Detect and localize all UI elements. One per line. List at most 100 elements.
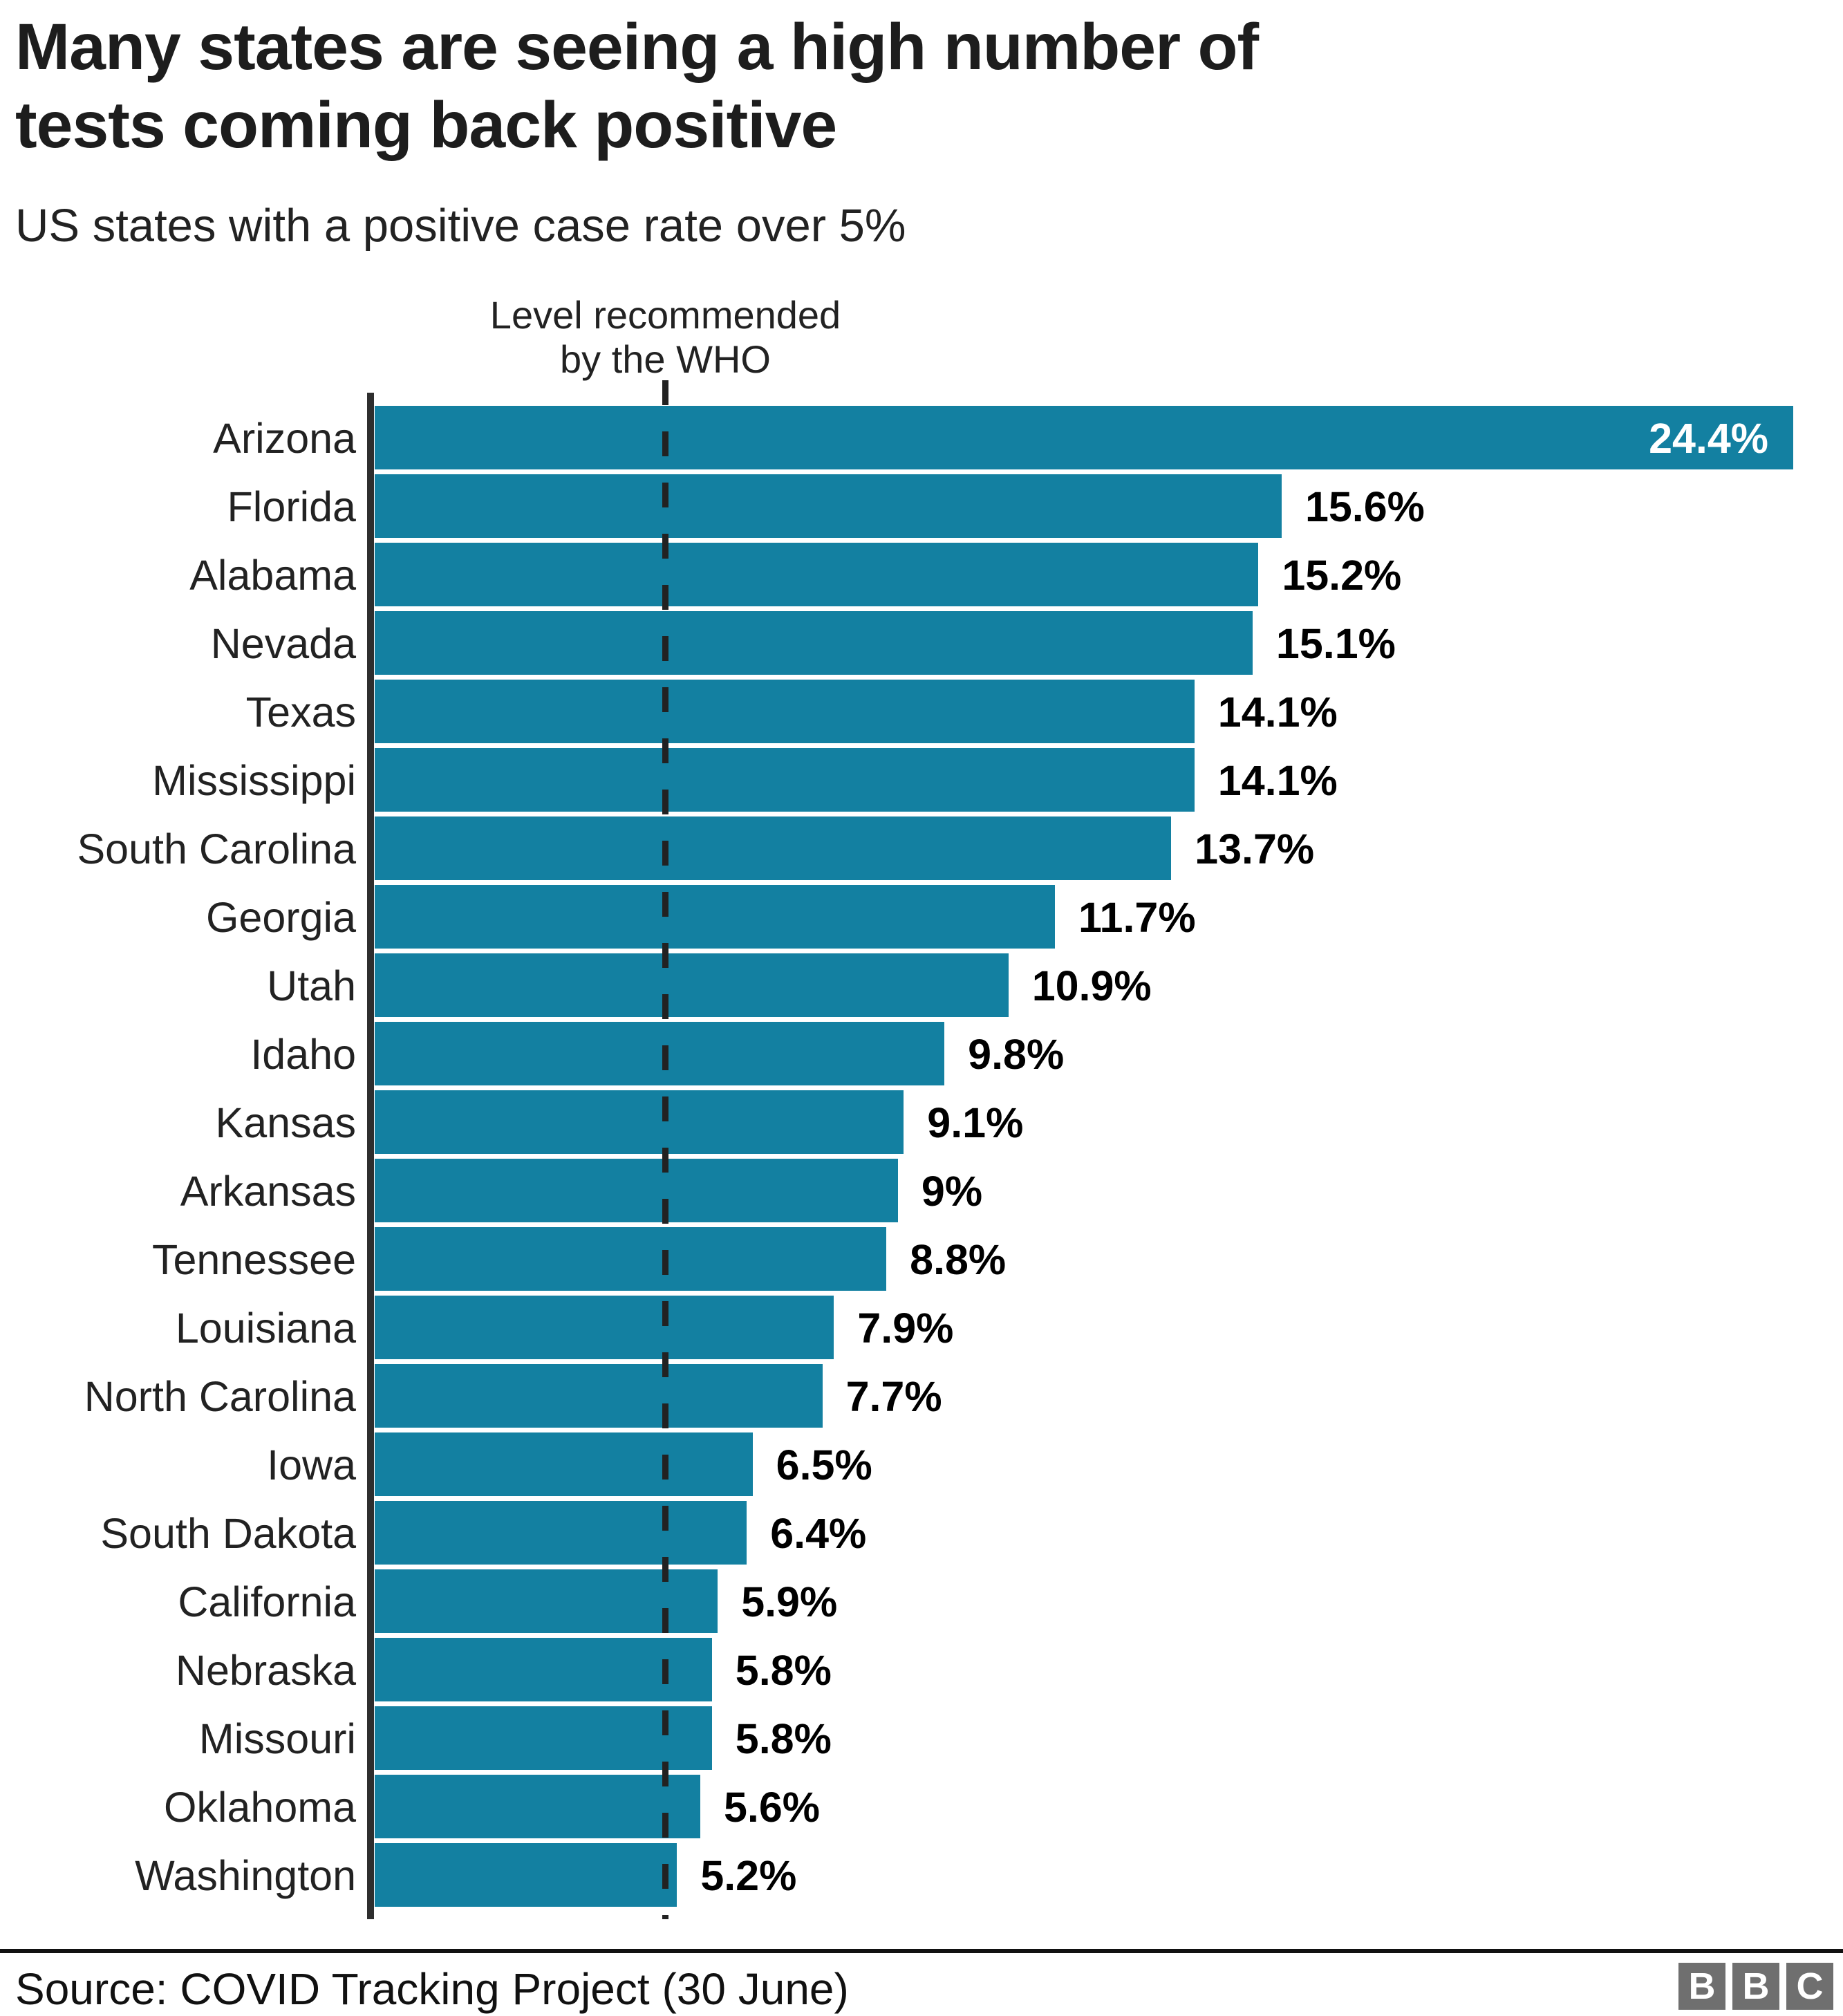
state-label: South Dakota <box>100 1510 356 1557</box>
bar <box>375 1569 718 1633</box>
value-label: 5.9% <box>741 1578 838 1625</box>
bar <box>375 1706 712 1770</box>
value-label: 13.7% <box>1195 825 1315 872</box>
value-label: 24.4% <box>1649 415 1769 462</box>
bar <box>375 1022 945 1085</box>
bbc-logo-letter-b2: B <box>1732 1963 1779 2010</box>
value-label: 7.9% <box>857 1305 954 1352</box>
state-label: Kansas <box>215 1099 356 1146</box>
bar-row: Texas 14.1% <box>0 680 1843 743</box>
value-label: 6.5% <box>776 1441 872 1488</box>
bar <box>375 1090 904 1154</box>
value-label: 15.1% <box>1275 620 1396 667</box>
bar-row: Alabama 15.2% <box>0 543 1843 606</box>
bar <box>375 474 1282 538</box>
bbc-logo-letter-c: C <box>1786 1963 1833 2010</box>
state-label: Nebraska <box>175 1647 356 1694</box>
value-label: 5.2% <box>700 1852 797 1899</box>
page-title: Many states are seeing a high number of … <box>15 8 1785 165</box>
state-label: Washington <box>135 1852 356 1899</box>
value-label: 14.1% <box>1217 757 1338 804</box>
bar-row: Oklahoma 5.6% <box>0 1775 1843 1838</box>
bar-row: Arizona 24.4% <box>0 406 1843 469</box>
bar <box>375 1638 712 1701</box>
bar-row: Washington 5.2% <box>0 1843 1843 1907</box>
bar <box>375 1364 823 1428</box>
bar-row: Utah 10.9% <box>0 953 1843 1017</box>
who-threshold-dashed-line <box>662 380 668 1919</box>
state-label: Florida <box>227 483 356 530</box>
bar-row: Iowa 6.5% <box>0 1432 1843 1496</box>
bar-row: California 5.9% <box>0 1569 1843 1633</box>
state-label: Missouri <box>198 1715 356 1762</box>
bar-row: Louisiana 7.9% <box>0 1296 1843 1359</box>
bar <box>375 611 1253 675</box>
state-label: Utah <box>267 962 356 1009</box>
bar <box>375 1775 700 1838</box>
bar <box>375 543 1259 606</box>
bbc-logo-letter-b1: B <box>1678 1963 1725 2010</box>
who-threshold-annotation: Level recommended by the WHO <box>490 293 841 382</box>
bar-row: Florida 15.6% <box>0 474 1843 538</box>
state-label: Arkansas <box>180 1168 356 1215</box>
bar <box>375 1159 898 1222</box>
state-label: Alabama <box>189 552 356 599</box>
value-label: 10.9% <box>1031 962 1152 1009</box>
state-label: Louisiana <box>175 1305 356 1352</box>
chart-subtitle: US states with a positive case rate over… <box>15 200 906 252</box>
bar <box>375 1501 747 1565</box>
bar <box>375 1432 753 1496</box>
bar <box>375 1296 834 1359</box>
value-label: 5.8% <box>735 1647 832 1694</box>
bar-row: South Carolina 13.7% <box>0 816 1843 880</box>
annotation-line-2: by the WHO <box>560 337 771 381</box>
bar-row: Tennessee 8.8% <box>0 1227 1843 1291</box>
annotation-line-1: Level recommended <box>489 293 841 337</box>
bar <box>375 680 1195 743</box>
state-label: Iowa <box>267 1441 356 1488</box>
value-label: 5.8% <box>735 1715 832 1762</box>
state-label: Tennessee <box>151 1236 356 1283</box>
bar-row: Arkansas 9% <box>0 1159 1843 1222</box>
value-label: 9% <box>921 1168 983 1215</box>
bar <box>375 1843 677 1907</box>
bar-row: North Carolina 7.7% <box>0 1364 1843 1428</box>
bar <box>375 406 1794 469</box>
bar-row: Georgia 11.7% <box>0 885 1843 949</box>
value-label: 6.4% <box>770 1510 867 1557</box>
value-label: 8.8% <box>910 1236 1007 1283</box>
state-label: Texas <box>245 689 356 736</box>
value-label: 9.1% <box>927 1099 1024 1146</box>
state-label: Arizona <box>213 415 356 462</box>
state-label: California <box>178 1578 356 1625</box>
bar <box>375 1227 887 1291</box>
bar-row: Nebraska 5.8% <box>0 1638 1843 1701</box>
bar-row: Kansas 9.1% <box>0 1090 1843 1154</box>
title-line-2: tests coming back positive <box>15 88 837 162</box>
bar <box>375 748 1195 812</box>
bar-row: Idaho 9.8% <box>0 1022 1843 1085</box>
state-label: North Carolina <box>84 1373 356 1420</box>
state-label: Idaho <box>250 1031 356 1078</box>
value-label: 15.2% <box>1282 552 1402 599</box>
value-label: 9.8% <box>968 1031 1065 1078</box>
value-label: 7.7% <box>845 1373 942 1420</box>
bar <box>375 953 1009 1017</box>
footer-divider <box>0 1949 1843 1953</box>
value-label: 11.7% <box>1078 894 1196 941</box>
bar-row: Mississippi 14.1% <box>0 748 1843 812</box>
state-label: Nevada <box>210 620 356 667</box>
state-label: Oklahoma <box>163 1784 356 1831</box>
bar <box>375 885 1055 949</box>
bar-row: Missouri 5.8% <box>0 1706 1843 1770</box>
state-label: South Carolina <box>77 825 356 872</box>
bar <box>375 816 1172 880</box>
title-line-1: Many states are seeing a high number of <box>15 10 1259 84</box>
bar-row: South Dakota 6.4% <box>0 1501 1843 1565</box>
state-label: Georgia <box>205 894 356 941</box>
bar-row: Nevada 15.1% <box>0 611 1843 675</box>
bbc-logo: B B C <box>1678 1963 1833 2010</box>
y-axis-line <box>367 393 374 1919</box>
state-label: Mississippi <box>152 757 356 804</box>
